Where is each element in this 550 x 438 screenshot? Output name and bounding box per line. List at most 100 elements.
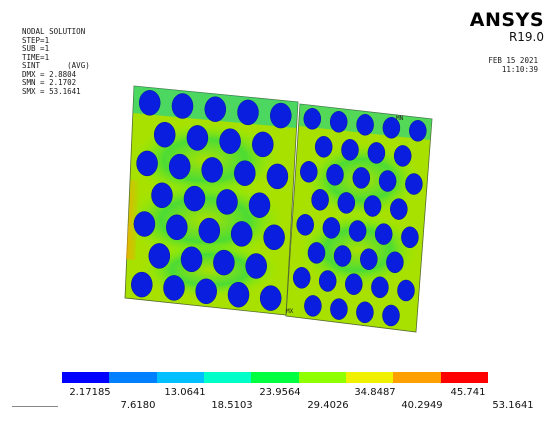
left-plate — [124, 85, 299, 316]
logo-brand: ANSYS — [469, 9, 544, 31]
right-hole-10 — [300, 161, 318, 183]
right-hole-34 — [330, 298, 348, 320]
max-marker: MN — [396, 115, 404, 122]
left-hole-10 — [136, 150, 158, 177]
right-hole-2 — [329, 111, 348, 133]
min-marker: MX — [286, 308, 294, 315]
legend-swatch-1 — [62, 372, 110, 383]
legend-label-bottom-1: 7.6180 — [120, 400, 156, 411]
legend-swatch-4 — [203, 372, 252, 383]
legend-label-bottom-2: 18.5103 — [211, 400, 253, 411]
right-hole-16 — [337, 192, 356, 214]
right-hole-13 — [378, 170, 397, 192]
color-legend — [62, 372, 488, 383]
legend-swatch-2 — [109, 372, 157, 383]
legend-label-top-2: 13.0641 — [164, 387, 206, 398]
right-plate — [285, 103, 433, 333]
legend-label-bottom-5: 53.1641 — [492, 400, 534, 411]
right-hole-28 — [292, 267, 311, 289]
left-plate-edge-stress — [126, 180, 140, 260]
legend-label-bottom-3: 29.4026 — [307, 400, 349, 411]
left-hole-13 — [234, 160, 256, 186]
right-hole-25 — [333, 245, 352, 267]
info-smx: SMX = 53.1641 — [22, 86, 81, 96]
left-hole-9 — [252, 131, 274, 158]
left-hole-14 — [266, 163, 289, 190]
right-hole-14 — [405, 173, 423, 195]
right-hole-22 — [374, 223, 393, 245]
legend-label-top-1: 2.17185 — [69, 387, 111, 398]
left-hole-4 — [237, 99, 259, 126]
left-hole-12 — [201, 157, 223, 183]
right-hole-17 — [363, 195, 382, 217]
left-hole-29 — [163, 275, 185, 301]
timestamp-time: 11:10:39 — [501, 64, 538, 74]
right-hole-7 — [341, 139, 359, 161]
left-hole-2 — [171, 93, 194, 119]
right-hole-20 — [322, 217, 341, 239]
left-hole-15 — [151, 182, 173, 209]
right-hole-27 — [386, 251, 404, 274]
info-dmx: DMX = 2.8804 — [22, 69, 77, 79]
right-hole-19 — [296, 214, 314, 236]
left-hole-7 — [186, 125, 209, 151]
legend-label-bottom-4: 40.2949 — [401, 400, 443, 411]
legend-swatch-8 — [393, 372, 441, 383]
right-hole-6 — [314, 136, 333, 158]
right-hole-36 — [382, 304, 400, 327]
right-hole-26 — [360, 248, 378, 270]
info-time: TIME=1 — [22, 52, 50, 62]
legend-label-top-5: 45.741 — [450, 387, 486, 398]
right-hole-18 — [390, 198, 408, 220]
separator-line — [12, 406, 58, 407]
left-hole-1 — [138, 90, 161, 116]
left-hole-24 — [148, 243, 171, 269]
right-hole-31 — [371, 276, 389, 299]
right-hole-29 — [318, 270, 337, 292]
right-hole-23 — [401, 226, 419, 249]
timestamp-date: FEB 15 2021 — [488, 56, 538, 65]
left-hole-26 — [213, 249, 235, 276]
left-hole-23 — [263, 224, 285, 251]
legend-label-top-4: 34.8487 — [354, 387, 396, 398]
left-hole-18 — [248, 192, 271, 218]
right-hole-1 — [303, 108, 322, 130]
legend-swatch-6 — [298, 372, 346, 383]
right-hole-5 — [409, 120, 427, 142]
left-hole-20 — [166, 214, 188, 241]
left-hole-22 — [230, 221, 253, 247]
right-hole-32 — [397, 279, 415, 302]
right-hole-33 — [304, 295, 322, 317]
right-hole-35 — [356, 301, 374, 324]
info-sint: SINT (AVG) — [22, 61, 90, 70]
logo-version: R19.0 — [508, 30, 544, 44]
left-hole-8 — [219, 128, 241, 154]
right-hole-4 — [382, 117, 401, 139]
legend-swatch-5 — [251, 372, 299, 383]
right-hole-3 — [356, 114, 374, 136]
left-hole-19 — [133, 211, 156, 237]
legend-swatch-7 — [345, 372, 394, 383]
left-hole-30 — [195, 278, 217, 305]
left-hole-25 — [180, 246, 203, 273]
right-hole-21 — [348, 220, 367, 242]
info-smn: SMN = 2.1702 — [22, 78, 77, 87]
info-step: STEP=1 — [22, 35, 50, 45]
solution-info: NODAL SOLUTION STEP=1 SUB =1 TIME=1 SINT… — [22, 27, 90, 96]
left-hole-21 — [198, 217, 221, 244]
left-hole-6 — [153, 121, 176, 148]
left-hole-27 — [245, 253, 267, 279]
timestamp: FEB 15 2021 11:10:39 — [488, 56, 538, 74]
ansys-logo: ANSYS R19.0 — [470, 10, 544, 44]
right-hole-11 — [326, 164, 344, 186]
legend-label-top-3: 23.9564 — [259, 387, 301, 398]
left-hole-28 — [131, 271, 153, 298]
legend-swatch-3 — [156, 372, 204, 383]
right-hole-8 — [367, 142, 386, 164]
right-hole-30 — [345, 273, 363, 295]
left-hole-17 — [216, 189, 238, 215]
right-hole-9 — [393, 145, 412, 167]
left-hole-31 — [227, 281, 250, 308]
left-hole-3 — [204, 96, 227, 122]
